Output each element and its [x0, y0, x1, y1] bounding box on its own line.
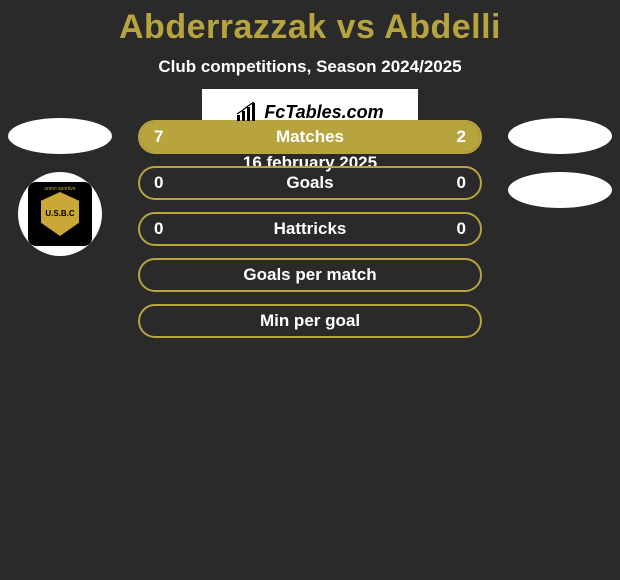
- stat-label: Goals per match: [140, 265, 480, 285]
- stats-comparison: 72Matches 00Goals 00Hattricks Goals per mat…: [138, 120, 482, 350]
- stat-row: 00Goals: [138, 166, 482, 200]
- subtitle: Club competitions, Season 2024/2025: [0, 57, 620, 77]
- page-title: Abderrazzak vs Abdelli: [0, 0, 620, 47]
- brand-chart-icon: [236, 102, 258, 122]
- stat-row: 72Matches: [138, 120, 482, 154]
- club-shield-icon: U.S.B.C: [41, 192, 79, 236]
- right-player-flag-placeholder: [508, 118, 612, 154]
- stat-label: Goals: [140, 173, 480, 193]
- left-player-flag-placeholder: [8, 118, 112, 154]
- left-player-badges: union sportive U.S.B.C: [8, 118, 112, 256]
- stat-row: Goals per match: [138, 258, 482, 292]
- right-player-club-placeholder: [508, 172, 612, 208]
- club-name: U.S.B.C: [45, 210, 74, 218]
- club-top-text: union sportive: [44, 186, 75, 192]
- stat-label: Min per goal: [140, 311, 480, 331]
- right-player-badges: [508, 118, 612, 226]
- stat-label: Hattricks: [140, 219, 480, 239]
- left-player-club-logo: union sportive U.S.B.C: [18, 172, 102, 256]
- stat-row: Min per goal: [138, 304, 482, 338]
- stat-label: Matches: [140, 127, 480, 147]
- stat-row: 00Hattricks: [138, 212, 482, 246]
